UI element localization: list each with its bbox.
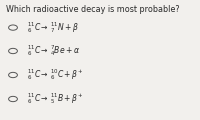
Text: $^{11}_{6}C \rightarrow \, ^{11}_{5}B + \beta^{+}$: $^{11}_{6}C \rightarrow \, ^{11}_{5}B + … <box>27 92 83 106</box>
Text: $^{11}_{6}C \rightarrow \, ^{10}_{6}C + \beta^{+}$: $^{11}_{6}C \rightarrow \, ^{10}_{6}C + … <box>27 68 83 82</box>
Text: $^{11}_{6}C \rightarrow \, ^{7}_{4}Be + \alpha$: $^{11}_{6}C \rightarrow \, ^{7}_{4}Be + … <box>27 44 80 58</box>
Text: $^{11}_{6}C \rightarrow \, ^{11}_{7}N + \beta$: $^{11}_{6}C \rightarrow \, ^{11}_{7}N + … <box>27 20 79 35</box>
Text: Which radioactive decay is most probable?: Which radioactive decay is most probable… <box>6 5 180 14</box>
